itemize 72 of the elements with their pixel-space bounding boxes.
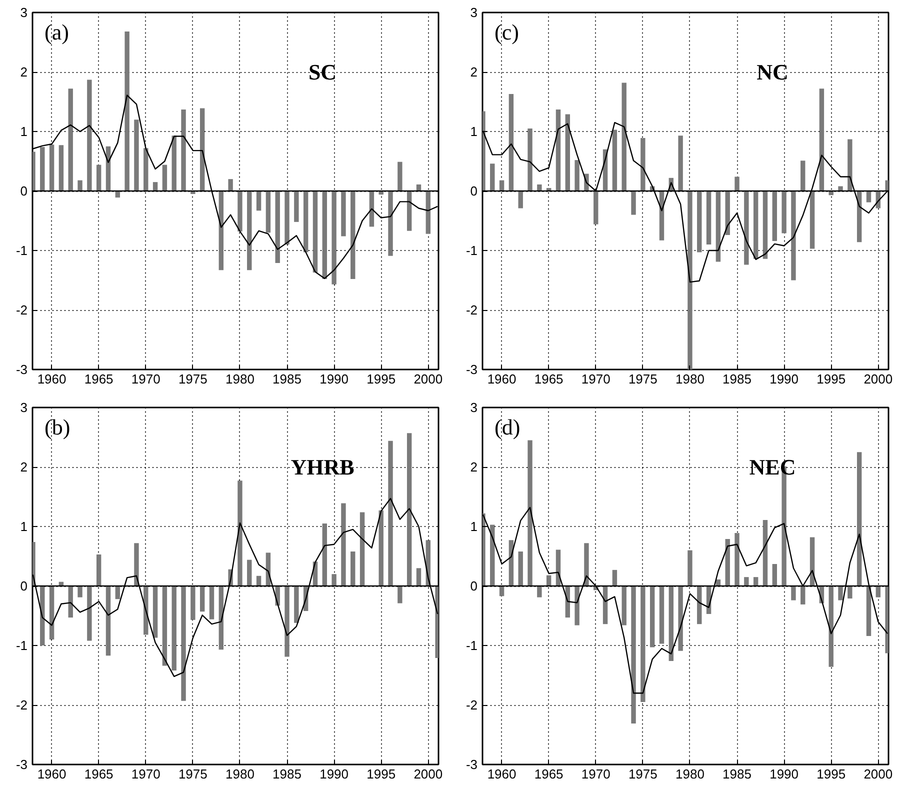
y-tick-label: 2 <box>470 64 478 80</box>
x-tick-label: 1960 <box>37 372 66 386</box>
x-tick-label: 2000 <box>864 372 893 386</box>
y-tick-label: -2 <box>466 302 478 318</box>
annotation: (c) <box>494 20 519 44</box>
x-tick-label: 1975 <box>178 766 208 782</box>
y-tick-label: 0 <box>20 184 28 198</box>
y-tick-label: 2 <box>20 460 28 474</box>
annotation: YHRB <box>290 454 355 480</box>
x-tick-label: 1980 <box>676 372 704 386</box>
y-tick-label: 0 <box>470 578 478 594</box>
y-tick-label: 0 <box>20 578 28 594</box>
annotation: (a) <box>44 20 69 44</box>
x-tick-label: 1975 <box>628 372 658 386</box>
x-tick-label: 1995 <box>366 766 396 782</box>
x-tick-label: 1995 <box>366 372 396 386</box>
x-tick-label: 1970 <box>131 372 160 386</box>
x-tick-label: 1965 <box>84 766 114 782</box>
x-tick-label: 1980 <box>226 766 254 782</box>
y-tick-label: -1 <box>16 638 28 653</box>
annotation: NEC <box>749 454 796 480</box>
x-tick-label: 1980 <box>676 766 704 782</box>
x-tick-label: 1965 <box>534 372 564 386</box>
y-tick-label: 1 <box>20 519 28 534</box>
x-tick-label: 1990 <box>320 766 349 782</box>
x-tick-label: 2000 <box>414 372 443 386</box>
y-tick-label: -1 <box>16 243 28 258</box>
y-tick-label: -3 <box>16 757 28 772</box>
annotation: (d) <box>494 414 520 440</box>
x-tick-label: 1985 <box>272 372 302 386</box>
y-tick-label: -1 <box>466 638 478 653</box>
x-tick-label: 1970 <box>131 766 160 782</box>
y-tick-label: 3 <box>470 400 478 415</box>
y-tick-label: -2 <box>466 698 478 712</box>
annotation: (b) <box>44 414 70 440</box>
x-tick-label: 2000 <box>414 766 443 782</box>
x-tick-label: 1965 <box>534 766 564 782</box>
y-tick-label: 2 <box>470 460 478 474</box>
y-tick-label: -2 <box>16 698 28 712</box>
x-tick-label: 1975 <box>628 766 658 782</box>
y-tick-label: 1 <box>470 519 478 534</box>
y-tick-label: -2 <box>16 302 28 318</box>
x-tick-label: 1990 <box>770 766 799 782</box>
y-tick-label: 3 <box>20 5 28 20</box>
x-tick-label: 1990 <box>770 372 799 386</box>
x-tick-label: 1985 <box>722 766 752 782</box>
x-tick-label: 1985 <box>272 766 302 782</box>
y-tick-label: 3 <box>20 400 28 415</box>
x-tick-label: 2000 <box>864 766 893 782</box>
x-tick-label: 1985 <box>722 372 752 386</box>
x-tick-label: 1995 <box>816 372 846 386</box>
x-tick-label: 1980 <box>226 372 254 386</box>
x-tick-label: 1960 <box>37 766 66 782</box>
y-tick-label: -3 <box>466 362 478 377</box>
annotation: SC <box>308 60 337 84</box>
x-tick-label: 1970 <box>581 766 610 782</box>
y-tick-label: 1 <box>470 124 478 139</box>
y-tick-label: -3 <box>466 757 478 772</box>
y-tick-label: 1 <box>20 124 28 139</box>
annotation: NC <box>756 60 788 84</box>
y-tick-label: 3 <box>470 5 478 20</box>
x-tick-label: 1965 <box>84 372 114 386</box>
x-tick-label: 1975 <box>178 372 208 386</box>
y-tick-label: 0 <box>470 184 478 198</box>
y-tick-label: -1 <box>466 243 478 258</box>
x-tick-label: 1995 <box>816 766 846 782</box>
x-tick-label: 1960 <box>487 766 516 782</box>
y-tick-label: -3 <box>16 362 28 377</box>
x-tick-label: 1970 <box>581 372 610 386</box>
x-tick-label: 1960 <box>487 372 516 386</box>
y-tick-label: 2 <box>20 64 28 80</box>
x-tick-label: 1990 <box>320 372 349 386</box>
